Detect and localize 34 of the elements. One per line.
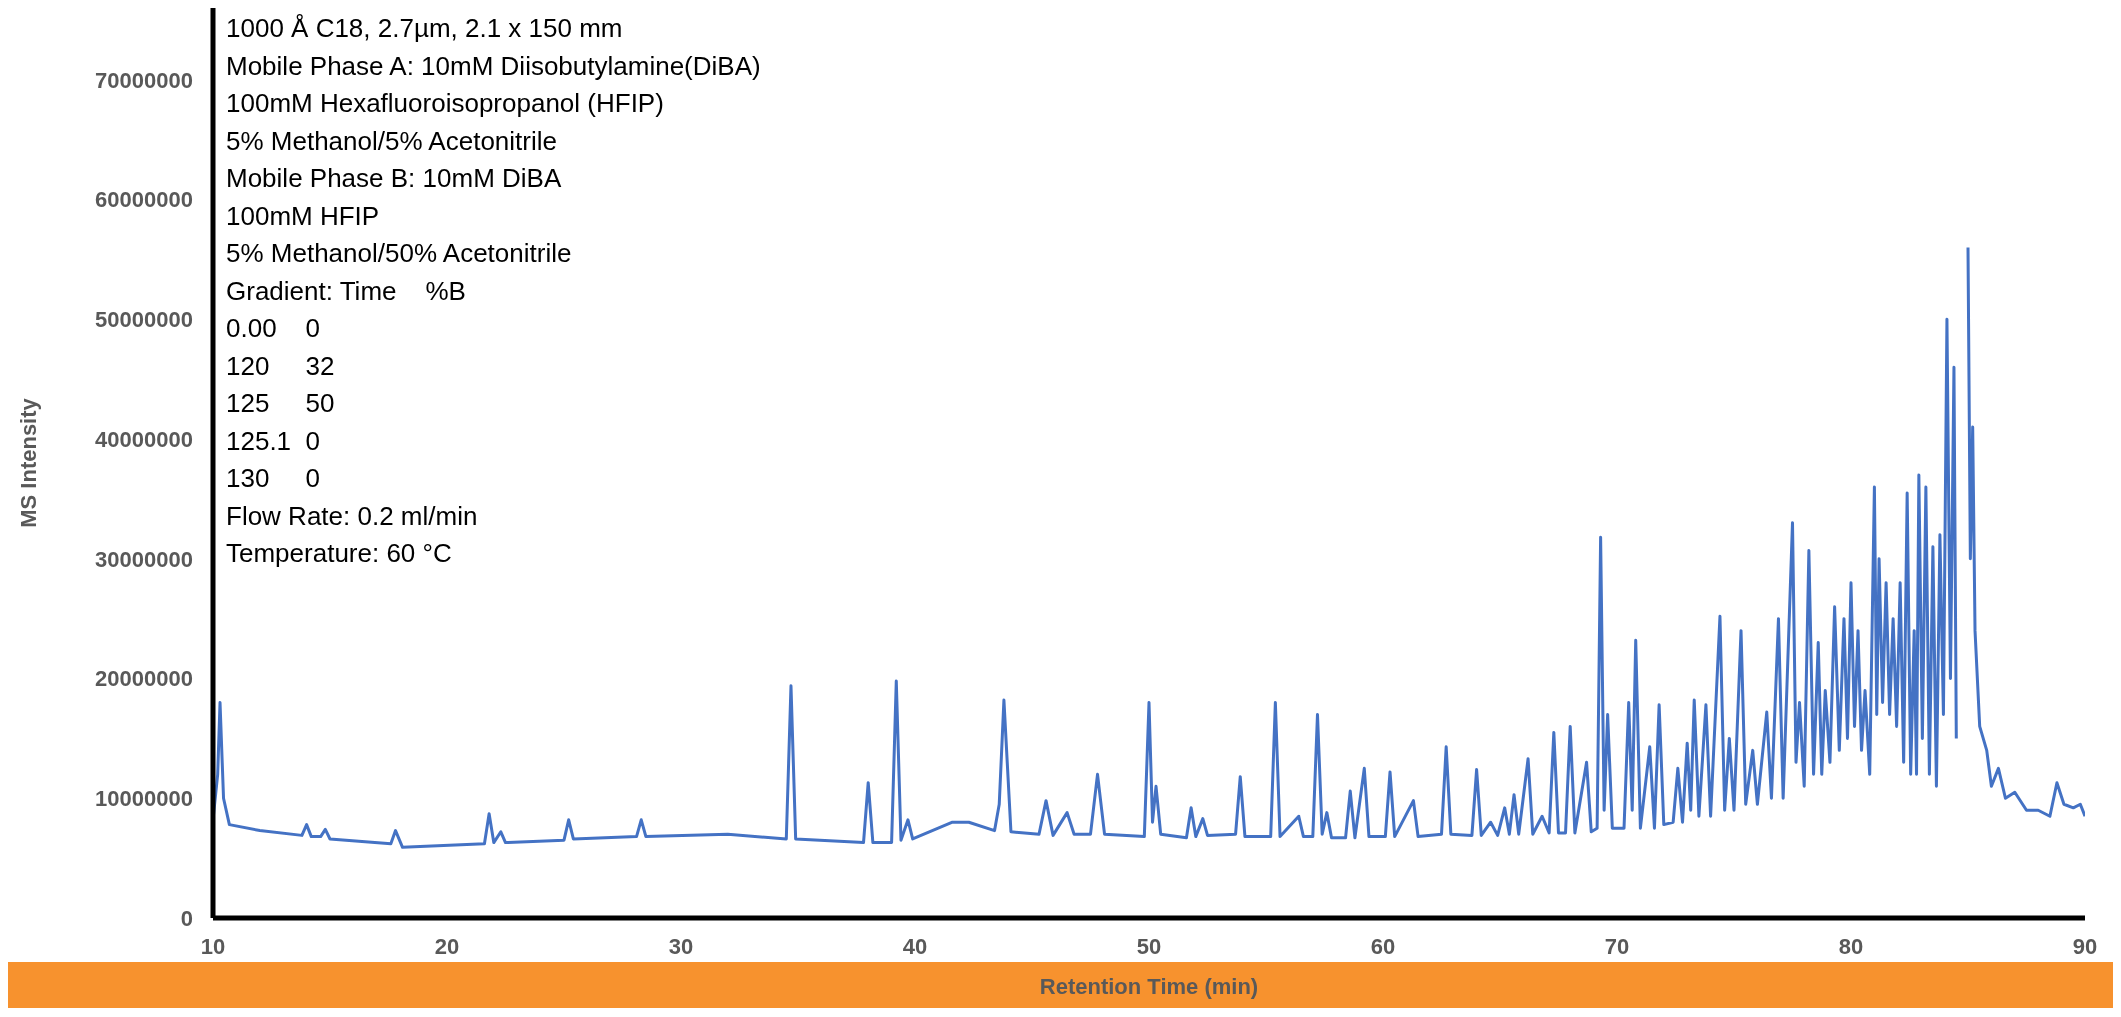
y-tick-label: 30000000	[95, 546, 193, 572]
annotation: 100mM HFIP	[226, 199, 381, 233]
annotation: Mobile Phase A: 10mM Diisobutylamine(DiBA)	[226, 49, 761, 83]
annotation: 0.00 0	[226, 312, 321, 345]
annotation: 130 0	[226, 462, 321, 495]
annotation: Temperature: 60 °C	[226, 537, 453, 570]
x-tick-label: 90	[2072, 933, 2098, 959]
y-tick-label: 0	[180, 905, 193, 931]
annotation: 125 50	[226, 387, 336, 420]
x-tick-label: 60	[1370, 933, 1396, 959]
annotation: 100mM Hexafluoroisopropanol (HFIP)	[226, 87, 665, 120]
annotation: 120 32	[226, 349, 336, 383]
annotation: Mobile Phase B: 10mM DiBA	[226, 162, 563, 195]
y-tick-label: 70000000	[95, 67, 193, 93]
x-tick-label: 10	[200, 933, 226, 959]
annotation: Gradient: Time %B	[226, 274, 467, 308]
x-axis-title: Retention Time (min)	[1039, 974, 1259, 999]
y-tick-label: 40000000	[95, 426, 193, 452]
x-tick-label: 30	[668, 933, 694, 959]
x-tick-label: 80	[1838, 933, 1864, 959]
x-tick-label: 20	[434, 933, 460, 959]
y-tick-label: 50000000	[95, 307, 193, 333]
y-tick-label: 10000000	[95, 786, 193, 812]
y-axis-title: MS Intensity	[15, 397, 41, 528]
x-tick-label: 40	[902, 933, 928, 959]
annotation: 5% Methanol/50% Acetonitrile	[226, 237, 573, 270]
y-tick-label: 20000000	[95, 666, 193, 692]
annotation: 125.1 0	[226, 424, 321, 458]
annotation: 5% Methanol/5% Acetonitrile	[226, 124, 558, 158]
x-tick-label: 50	[1136, 933, 1162, 959]
y-tick-label: 60000000	[95, 187, 193, 213]
annotation: Flow Rate: 0.2 ml/min	[226, 499, 479, 533]
x-tick-label: 70	[1604, 933, 1630, 959]
annotation: 1000 Å C18, 2.7µm, 2.1 x 150 mm	[226, 12, 624, 45]
